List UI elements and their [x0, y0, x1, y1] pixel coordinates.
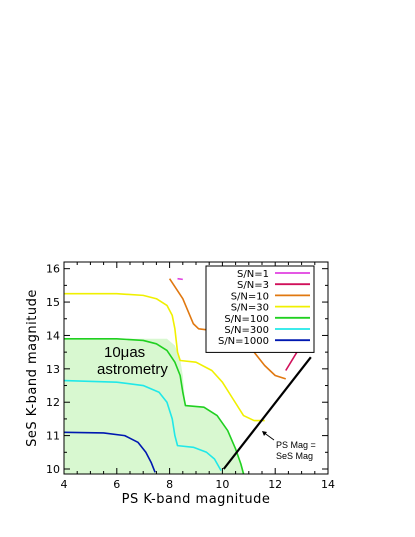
y-tick-label: 12: [46, 396, 60, 409]
x-tick-label: 12: [268, 478, 282, 491]
x-tick-label: 14: [321, 478, 335, 491]
y-axis-title: SeS K-band magnitude: [25, 289, 40, 447]
axes: 4 6 8 10 12 14 10 11 12 13 14 15 16 PS K-band magnitu…: [25, 261, 335, 507]
x-tick-label: 10: [215, 478, 229, 491]
region-label-line1: 10μas: [104, 344, 145, 361]
y-tick-label: 14: [46, 329, 60, 342]
diagonal-label-line1: PS Mag =: [276, 440, 316, 450]
legend-label-6: S/N=300: [224, 325, 269, 336]
plot-area: [64, 277, 312, 474]
diagonal-label-line2: SeS Mag: [276, 451, 313, 461]
y-tick-label: 16: [46, 263, 60, 276]
legend-label-2: S/N=3: [237, 280, 269, 291]
x-tick-label: 6: [113, 478, 120, 491]
legend-label-4: S/N=30: [231, 303, 269, 314]
y-tick-label: 10: [46, 463, 60, 476]
x-tick-label: 4: [61, 478, 68, 491]
x-tick-label: 8: [166, 478, 173, 491]
region-label-line2: astrometry: [97, 361, 168, 378]
y-tick-label: 11: [46, 430, 60, 443]
legend-box: [205, 265, 315, 353]
legend-label-3: S/N=10: [231, 291, 269, 302]
series-line-1: [177, 277, 183, 281]
diagonal-label-arrowhead: [262, 431, 267, 436]
legend: S/N=1S/N=3S/N=10S/N=30S/N=100S/N=300S/N=…: [205, 265, 315, 353]
legend-label-5: S/N=100: [224, 314, 269, 325]
x-axis-title: PS K-band magnitude: [122, 492, 271, 507]
y-tick-label: 15: [46, 296, 60, 309]
series-line-6: [64, 379, 222, 472]
series-line-4: [64, 292, 265, 422]
shaded-region: [64, 338, 245, 474]
y-tick-label: 13: [46, 363, 60, 376]
series-line-5: [64, 337, 245, 474]
plot-inner: [64, 277, 312, 474]
legend-label-1: S/N=1: [237, 269, 269, 280]
series-line-7: [64, 431, 156, 473]
legend-label-7: S/N=1000: [218, 336, 269, 347]
diagonal-line: [222, 356, 312, 470]
